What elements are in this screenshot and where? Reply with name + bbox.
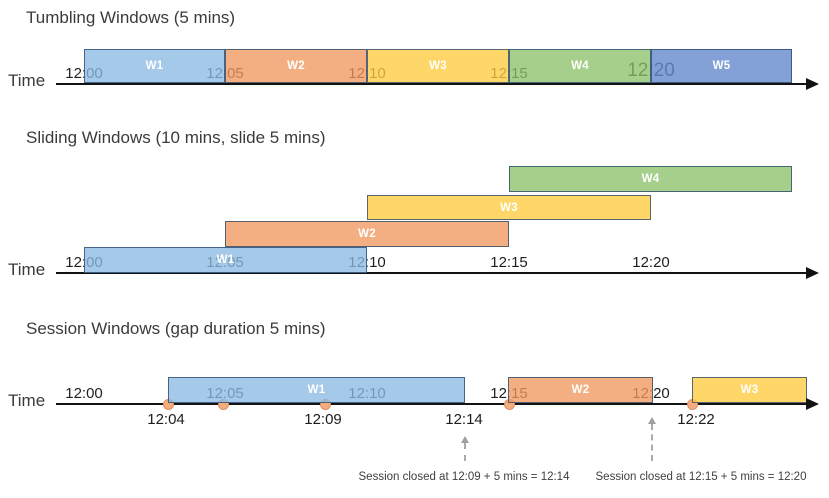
window-label: W1	[145, 60, 164, 72]
window-box-w2: W2	[225, 49, 367, 83]
window-label: W4	[571, 60, 589, 72]
section-title-session: Session Windows (gap duration 5 mins)	[26, 319, 326, 338]
window-box-w3: W3	[692, 377, 807, 403]
window-box-w1: W1	[84, 49, 225, 83]
window-box-w1: W1	[84, 247, 367, 273]
window-label: W2	[287, 60, 305, 72]
window-box-w4: W4	[509, 49, 651, 83]
event-time-label: 12:04	[147, 411, 185, 428]
event-time-label: 12:14	[445, 411, 483, 428]
window-box-w4: W4	[509, 166, 792, 192]
time-axis-label: Time	[8, 71, 46, 90]
window-label: W2	[571, 384, 590, 396]
window-label: W3	[740, 384, 759, 396]
window-label: W4	[641, 173, 660, 185]
window-box-w3: W3	[367, 195, 651, 220]
window-box-w2: W2	[225, 221, 509, 247]
window-box-w5: W5	[651, 49, 792, 83]
axis-arrow-icon	[806, 267, 819, 279]
timeline-axis	[56, 403, 806, 405]
callout-annotation: Session closed at 12:09 + 5 mins = 12:14	[358, 471, 570, 483]
tick-label: 12:15	[490, 253, 528, 271]
callout-arrow-up-icon	[648, 417, 656, 424]
tick-label: 12:00	[65, 384, 103, 402]
timeline-axis	[56, 83, 806, 85]
timeline-axis	[56, 272, 806, 274]
event-time-label: 12:22	[677, 411, 715, 428]
window-label: W1	[307, 384, 326, 396]
window-box-w2: W2	[508, 377, 653, 403]
window-box-w1: W1	[168, 377, 465, 403]
time-axis-label: Time	[8, 391, 46, 410]
callout-arrow-up-icon	[461, 436, 469, 443]
section-title-sliding: Sliding Windows (10 mins, slide 5 mins)	[26, 128, 326, 147]
section-title-tumbling: Tumbling Windows (5 mins)	[26, 8, 236, 27]
window-label: W2	[358, 228, 376, 240]
callout-arrow-line	[464, 443, 466, 461]
axis-arrow-icon	[806, 78, 819, 90]
window-label: W1	[216, 254, 235, 266]
window-label: W5	[712, 60, 731, 72]
callout-annotation: Session closed at 12:15 + 5 mins = 12:20	[595, 471, 807, 483]
callout-arrow-line	[651, 424, 653, 461]
event-time-label: 12:09	[304, 411, 342, 428]
window-label: W3	[429, 60, 447, 72]
window-label: W3	[500, 201, 518, 214]
window-box-w3: W3	[367, 49, 509, 83]
time-axis-label: Time	[8, 260, 46, 279]
axis-arrow-icon	[806, 398, 819, 410]
tick-label: 12:20	[632, 253, 670, 271]
